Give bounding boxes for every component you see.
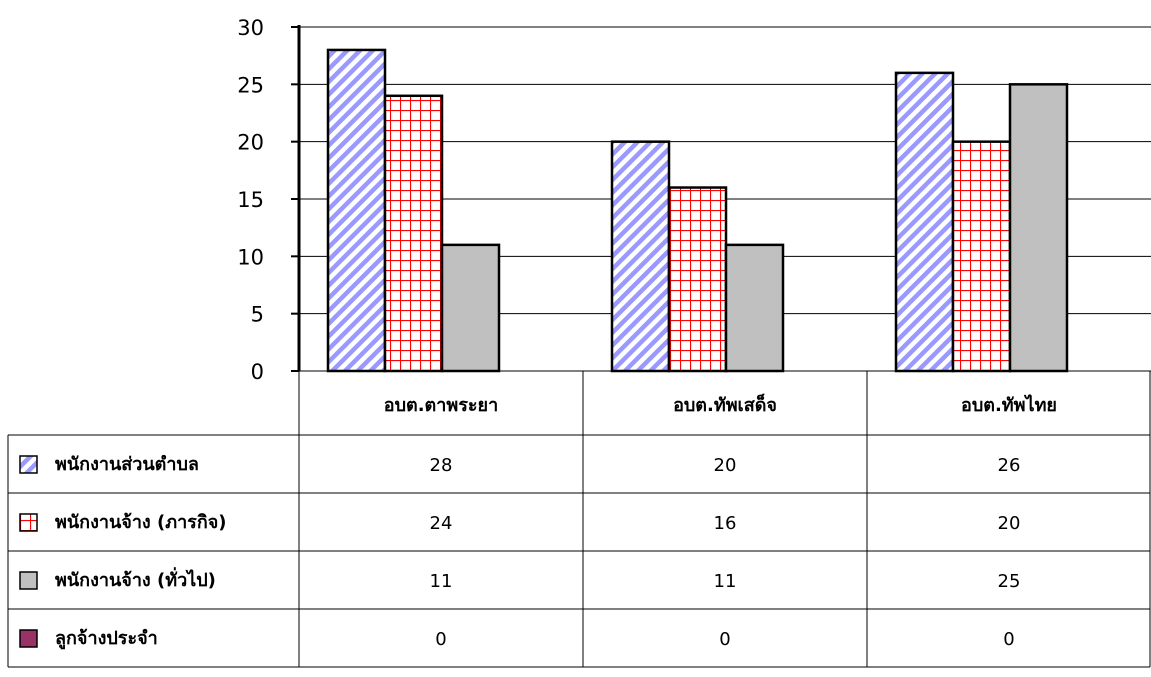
x-category-label: อบต.ทัพเสด็จ	[673, 393, 777, 416]
legend-label: พนักงานส่วนตำบล	[55, 454, 199, 475]
x-category-label: อบต.ตาพระยา	[384, 395, 498, 416]
y-tick-label: 15	[237, 188, 264, 212]
table-value: 11	[430, 571, 453, 592]
legend-label: พนักงานจ้าง (ทั่วไป)	[55, 567, 216, 591]
bars-layer	[328, 50, 1067, 371]
table-value: 0	[435, 629, 446, 650]
legend-key	[20, 514, 37, 531]
y-tick-label: 5	[251, 303, 264, 327]
y-tick-label: 10	[237, 245, 264, 269]
bar-1-3	[896, 73, 953, 371]
x-category-label: อบต.ทัพไทย	[961, 394, 1057, 416]
table-value: 24	[430, 513, 453, 534]
y-tick-label: 25	[237, 73, 264, 97]
table-value: 16	[714, 513, 737, 534]
bar-3-2	[726, 245, 783, 371]
legend-key	[20, 572, 37, 589]
legend-label: พนักงานจ้าง (ภารกิจ)	[55, 512, 227, 533]
bar-2-2	[669, 188, 726, 371]
table-value: 20	[998, 513, 1021, 534]
legend-label: ลูกจ้างประจำ	[55, 628, 158, 650]
bar-1-2	[612, 142, 669, 371]
table-value: 25	[998, 571, 1021, 592]
y-tick-label: 0	[251, 360, 264, 384]
table-value: 11	[714, 571, 737, 592]
legend-key	[20, 630, 37, 647]
bar-3-3	[1010, 84, 1067, 371]
table-value: 28	[430, 455, 453, 476]
table-value: 0	[719, 629, 730, 650]
table-value: 20	[714, 455, 737, 476]
axis-layer: 0 5 10 15 20 25 30	[237, 16, 299, 384]
legend-key	[20, 456, 37, 473]
data-table: อบต.ตาพระยา อบต.ทัพเสด็จ อบต.ทัพไทยพนักงาน…	[8, 371, 1151, 667]
y-tick-label: 30	[237, 16, 264, 40]
bar-3-1	[442, 245, 499, 371]
bar-2-3	[953, 142, 1010, 371]
table-value: 0	[1003, 629, 1014, 650]
bar-2-1	[385, 96, 442, 371]
y-tick-label: 20	[237, 131, 264, 155]
bar-1-1	[328, 50, 385, 371]
table-value: 26	[998, 455, 1021, 476]
